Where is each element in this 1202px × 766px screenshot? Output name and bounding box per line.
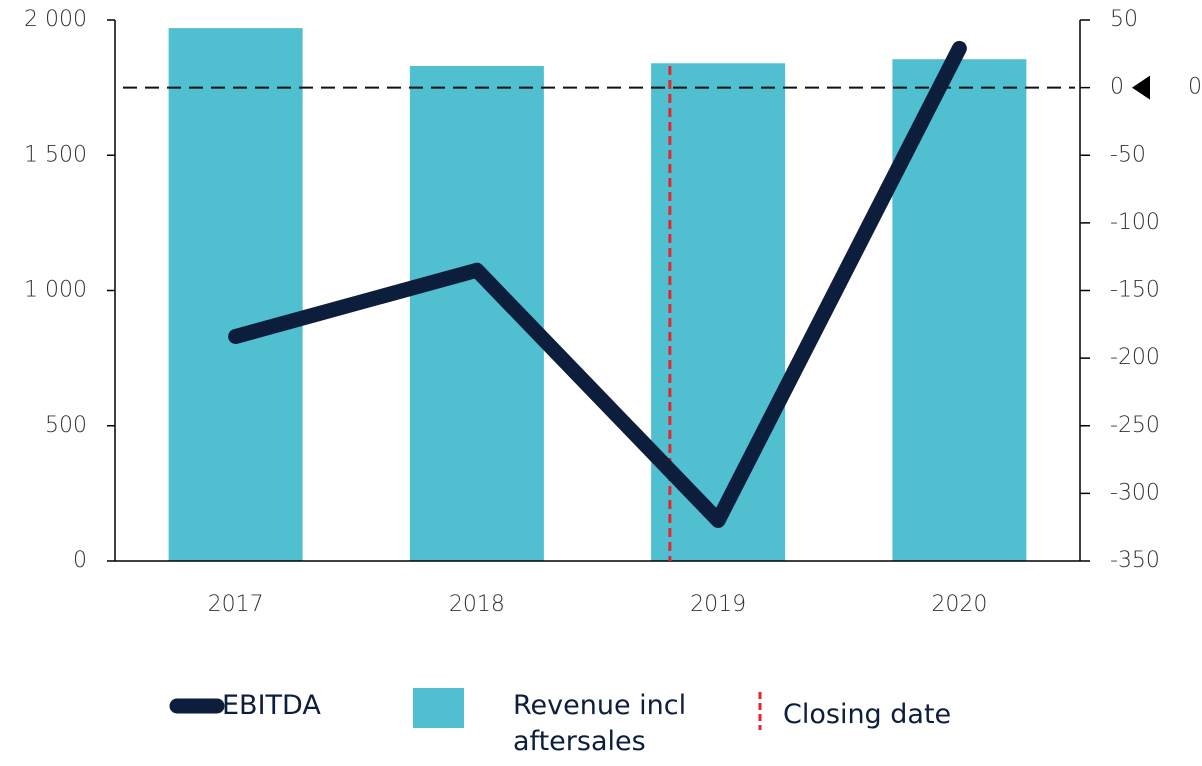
y-tick-label: 2 000 bbox=[24, 7, 87, 32]
y2-tick-label: -200 bbox=[1110, 345, 1160, 370]
legend-label: Closing date bbox=[783, 699, 952, 730]
y2-tick-label: -150 bbox=[1110, 278, 1160, 303]
x-tick-label: 2018 bbox=[449, 592, 505, 617]
bar bbox=[168, 28, 303, 562]
y2-tick-label: -250 bbox=[1110, 413, 1160, 438]
x-tick-label: 2020 bbox=[931, 592, 987, 617]
y2-tick-label: -350 bbox=[1110, 548, 1160, 573]
y2-tick-label: -300 bbox=[1110, 480, 1160, 505]
y-tick-label: 1 500 bbox=[24, 142, 87, 167]
y-tick-label: 0 bbox=[73, 548, 87, 573]
legend-label: EBITDA bbox=[222, 690, 321, 721]
y2-tick-label: -100 bbox=[1110, 210, 1160, 235]
line-series bbox=[228, 40, 967, 528]
legend-swatch bbox=[413, 688, 464, 728]
y-tick-label: 500 bbox=[45, 413, 87, 438]
x-tick-label: 2019 bbox=[690, 592, 746, 617]
reference-marker bbox=[1132, 75, 1150, 100]
y-tick-label: 1 000 bbox=[24, 278, 87, 303]
y2-tick-label: 50 bbox=[1110, 7, 1138, 32]
y2-tick-label: -50 bbox=[1110, 142, 1146, 167]
reference-label: 0 bbox=[1188, 75, 1202, 100]
legend-label: Revenue incl aftersales bbox=[513, 690, 687, 757]
y2-tick-label: 0 bbox=[1110, 75, 1124, 100]
x-tick-label: 2017 bbox=[208, 592, 264, 617]
